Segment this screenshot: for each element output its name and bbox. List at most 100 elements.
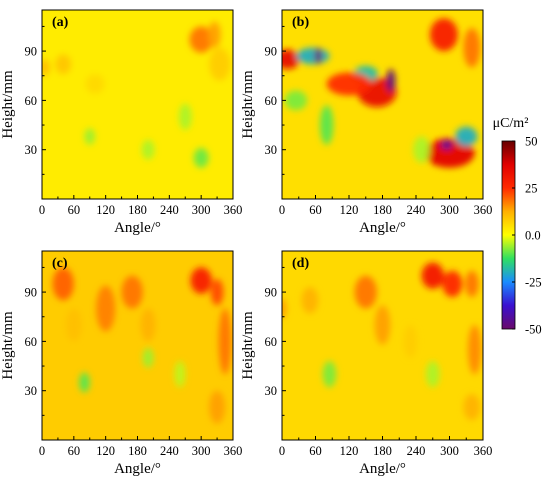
heatmap-blob [301, 287, 319, 314]
x-axis-label: Angle/° [359, 461, 406, 477]
heatmap-blob [174, 361, 186, 388]
x-tick-label: 120 [340, 203, 359, 217]
heatmap-blob [42, 59, 50, 76]
panel-d: 0 60 120 180 240 300 360 30 60 90 Angle/° Height/mm… [240, 250, 493, 477]
x-tick-label: 60 [68, 444, 81, 458]
heatmap-blob [354, 275, 377, 309]
heatmap-blob [319, 105, 334, 145]
x-tick-label: 300 [192, 203, 211, 217]
x-tick-label: 0 [279, 444, 285, 458]
heatmap-blob [209, 47, 231, 81]
x-tick-label: 180 [373, 444, 392, 458]
panel-b: 0 60 120 180 240 300 360 30 60 90 Angle/° Height/mm… [240, 9, 493, 236]
heatmap-blob [79, 372, 90, 393]
heatmap-blob [190, 267, 212, 294]
x-tick-label: 120 [96, 203, 115, 217]
heatmap-blob [140, 308, 156, 342]
heatmap-blob [463, 28, 481, 68]
panel-label: (c) [52, 256, 68, 271]
x-tick-label: 240 [407, 203, 426, 217]
heatmap-blob [189, 26, 213, 53]
heatmap-blob [208, 21, 221, 48]
heatmap-blob [96, 285, 116, 332]
y-tick-label: 90 [265, 45, 278, 59]
panel-label: (a) [52, 15, 69, 30]
x-tick-label: 120 [340, 444, 359, 458]
heatmap-blob [314, 47, 322, 65]
x-tick-label: 360 [474, 444, 493, 458]
x-tick-label: 180 [128, 203, 147, 217]
x-axis-label: Angle/° [114, 220, 161, 236]
x-tick-label: 240 [160, 203, 179, 217]
x-tick-label: 240 [160, 444, 179, 458]
heatmap-blob [282, 298, 287, 319]
x-tick-label: 360 [224, 444, 243, 458]
heatmap-blob [84, 128, 96, 145]
heatmap-blob [65, 308, 82, 342]
y-tick-label: 90 [25, 286, 38, 300]
x-tick-label: 360 [474, 203, 493, 217]
heatmap-blob [386, 69, 396, 93]
x-tick-label: 0 [279, 203, 285, 217]
y-tick-label: 60 [25, 335, 38, 349]
heatmap-field [52, 267, 232, 424]
heatmap-blob [210, 278, 224, 306]
x-tick-label: 60 [309, 444, 322, 458]
heatmap-blob [467, 324, 482, 375]
heatmap-blob [209, 390, 226, 424]
colorbar-tick-label: 0.0 [525, 229, 541, 243]
heatmap-blob [295, 47, 330, 65]
panels: 0 60 120 180 240 300 360306090Angle/°Height/mm… [0, 9, 493, 477]
heatmap-blob [326, 72, 372, 96]
y-tick-label: 90 [25, 45, 38, 59]
x-axis-label: Angle/° [359, 220, 406, 236]
x-tick-label: 0 [39, 444, 45, 458]
x-tick-label: 300 [192, 444, 211, 458]
y-tick-label: 30 [265, 143, 278, 157]
heatmap-blob [322, 361, 337, 388]
heatmap-blob [284, 90, 308, 111]
colorbar-tick-label: 25 [525, 182, 538, 196]
heatmap-blob [455, 126, 478, 147]
heatmap-field [282, 18, 481, 168]
heatmap-field [282, 262, 482, 421]
heatmap-blob [193, 148, 209, 168]
heatmap-blob [429, 18, 458, 52]
panel-label: (b) [292, 15, 309, 30]
colorbar-label: μC/m² [493, 116, 529, 131]
heatmap-blob [178, 103, 192, 130]
panel-a: 0 60 120 180 240 300 360 30 60 90 Angle/° Height/mm… [0, 9, 242, 236]
x-tick-label: 120 [96, 444, 115, 458]
x-tick-label: 0 [39, 203, 45, 217]
heatmap-blob [55, 54, 72, 75]
heatmap-blob [421, 262, 444, 289]
y-axis-label: Height/mm [240, 311, 256, 380]
panel-c: 0 60 120 180 240 300 360 30 60 90 Angle/° Height/mm… [0, 250, 243, 477]
y-tick-label: 60 [25, 94, 38, 108]
y-axis-label: Height/mm [0, 70, 16, 139]
y-tick-label: 30 [25, 384, 38, 398]
heatmap-field [42, 21, 231, 168]
heatmap-blob [218, 308, 232, 375]
x-tick-label: 240 [407, 444, 426, 458]
heatmap-blob [141, 139, 155, 160]
x-tick-label: 180 [373, 203, 392, 217]
heatmap-blob [403, 324, 418, 358]
x-tick-label: 300 [440, 444, 459, 458]
heatmap-blob [282, 49, 300, 70]
x-axis-label: Angle/° [114, 461, 161, 477]
heatmap-blob [52, 267, 74, 301]
heatmap-blob [463, 393, 481, 421]
heatmap-blob [442, 270, 463, 298]
y-tick-label: 60 [265, 94, 278, 108]
y-tick-label: 30 [265, 384, 278, 398]
heatmap-blob [465, 270, 479, 298]
colorbar-tick-label: -25 [525, 276, 542, 290]
x-tick-label: 180 [128, 444, 147, 458]
colorbar: 50 25 0.0 -25 -50 μC/m² [493, 116, 542, 337]
heatmap-blob [142, 347, 154, 368]
y-axis-label: Height/mm [240, 70, 256, 139]
colorbar-tick-label: 50 [525, 135, 538, 149]
y-tick-label: 90 [265, 286, 278, 300]
